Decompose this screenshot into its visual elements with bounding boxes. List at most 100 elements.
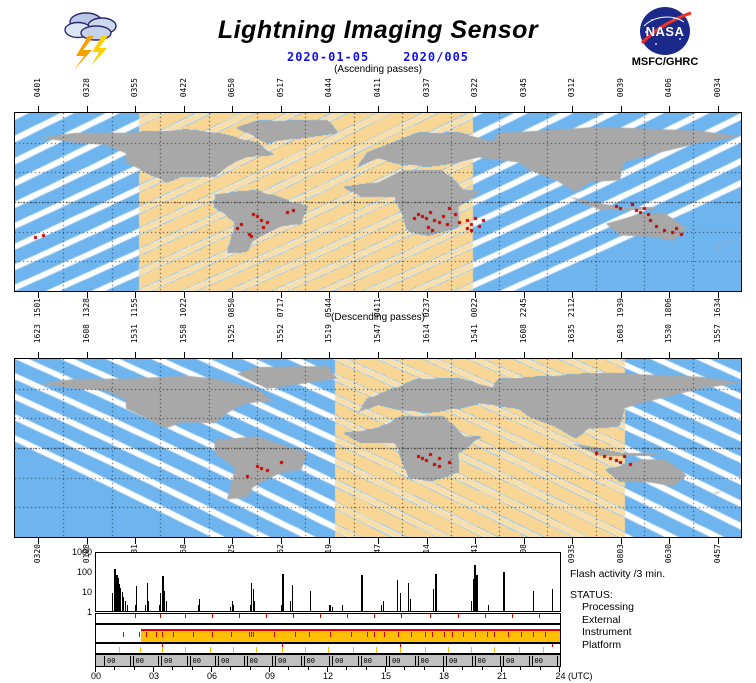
flash-bar [341, 604, 343, 611]
flash-bar [330, 604, 332, 611]
x-tick [559, 667, 560, 672]
status-mark [273, 632, 275, 637]
tick-mark [135, 538, 137, 544]
flash-bar [158, 604, 160, 611]
date-bar: 2020-01-05 2020/005 [0, 50, 756, 64]
tick-mark [280, 106, 282, 112]
flash-bar [408, 583, 410, 611]
orbit-time-label: 0401 [33, 78, 43, 98]
flash-bar [471, 601, 473, 611]
flash-bar [231, 601, 233, 611]
orbit-time-label: 0034 [712, 78, 722, 98]
tick-mark [280, 538, 282, 544]
flash-bar [127, 604, 129, 611]
status-mark [329, 632, 331, 637]
status-mark [192, 632, 194, 637]
status-mark [210, 647, 212, 653]
x-tick [211, 667, 212, 672]
status-row-platform [95, 643, 561, 654]
status-mark [399, 647, 401, 653]
status-mark [374, 632, 376, 637]
tick-mark [86, 352, 88, 358]
flash-bar [532, 591, 534, 611]
status-mark [328, 647, 329, 653]
status-mark [161, 632, 163, 637]
descending-map-panel: 1623 1608 1531 1558 1525 1552 1519 1547 1614 1541… [14, 324, 742, 572]
x-tick-label: 24 (UTC) [555, 671, 593, 681]
ascending-map-panel: 0401 0328 0355 0422 0650 0517 0444 0411 0337 0322… [14, 78, 742, 326]
flash-bar [135, 585, 137, 611]
status-mark [347, 614, 349, 618]
tick-mark [135, 292, 137, 298]
orbit-box: 00 [531, 656, 558, 666]
flash-bar [123, 597, 125, 611]
tick-mark [620, 106, 622, 112]
tick-mark [86, 106, 88, 112]
orbit-box: 00 [275, 656, 302, 666]
flash-bar [472, 578, 474, 611]
tick-mark [475, 352, 477, 358]
status-mark [295, 632, 297, 637]
tick-mark [717, 106, 719, 112]
orbit-time-label: 1525 [227, 324, 237, 344]
flash-bar [434, 574, 437, 611]
x-tick [133, 667, 135, 670]
tick-mark [475, 538, 477, 544]
orbit-time-label: 1531 [130, 324, 140, 344]
legend-status-instrument: Instrument [582, 626, 632, 638]
orbit-time-label: 0328 [81, 78, 91, 98]
tick-mark [572, 106, 574, 112]
tick-mark [38, 292, 40, 298]
x-tick-label: 12 [322, 671, 334, 681]
flash-bar [119, 584, 121, 611]
status-mark [494, 632, 496, 637]
orbit-box: 00 [303, 656, 330, 666]
date-iso: 2020-01-05 [286, 50, 370, 64]
flash-bar [160, 592, 162, 611]
status-row-processing [95, 613, 561, 624]
status-mark [401, 614, 403, 618]
flash-bar [409, 598, 411, 611]
tick-mark [135, 106, 137, 112]
tick-mark [717, 352, 719, 358]
x-tick [95, 667, 96, 672]
status-mark [519, 647, 521, 653]
status-mark [544, 632, 546, 637]
tick-mark [426, 352, 428, 358]
orbit-box: 00 [389, 656, 416, 666]
tick-mark [183, 106, 185, 112]
tick-mark [135, 352, 137, 358]
orbit-time-label: 0650 [227, 78, 237, 98]
orbit-box: 00 [161, 656, 188, 666]
x-tick [230, 667, 232, 670]
status-mark [399, 644, 401, 647]
flash-bar [198, 598, 200, 611]
descending-passes-caption: (Descending passes) [331, 312, 425, 323]
orbit-time-label: 0517 [275, 78, 285, 98]
tick-mark [38, 538, 40, 544]
status-mark [351, 632, 353, 637]
tick-mark [280, 292, 282, 298]
tick-mark [523, 292, 525, 298]
x-tick [365, 667, 367, 670]
status-mark [432, 632, 434, 637]
status-mark [212, 632, 213, 637]
x-tick [327, 667, 328, 672]
orbit-time-label: 0406 [664, 78, 674, 98]
tick-mark [280, 352, 282, 358]
orbit-box: 00 [189, 656, 216, 666]
tick-mark [669, 292, 671, 298]
tick-mark [572, 538, 574, 544]
flash-bar [360, 575, 363, 611]
tick-mark [183, 352, 185, 358]
flash-bar [291, 584, 293, 611]
flash-bar [115, 575, 118, 611]
orbit-box: 00 [503, 656, 530, 666]
status-mark [252, 632, 254, 637]
orbit-time-label: 0422 [178, 78, 188, 98]
orbit-time-label: 0444 [324, 78, 334, 98]
orbit-time-label: 1603 [615, 324, 625, 344]
status-mark [140, 647, 142, 653]
external-band [141, 631, 560, 642]
